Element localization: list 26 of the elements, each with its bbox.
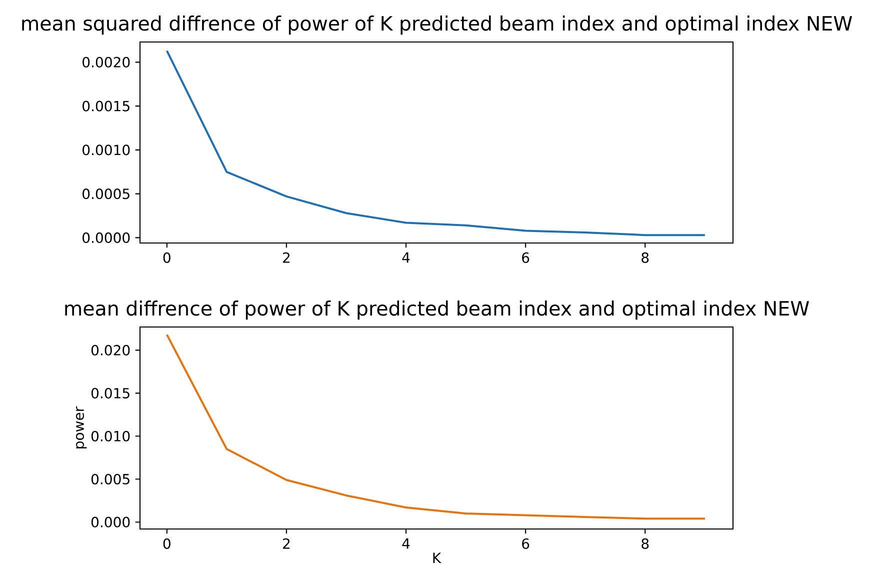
y-tick-label: 0.010 bbox=[91, 430, 130, 442]
x-tick-label: 8 bbox=[642, 538, 649, 549]
y-tick-label: 0.0020 bbox=[82, 56, 130, 68]
x-tick-label: 0 bbox=[163, 252, 170, 263]
y-tick-label: 0.020 bbox=[91, 344, 130, 356]
y-tick-label: 0.0005 bbox=[82, 188, 130, 200]
line-series bbox=[166, 50, 706, 236]
chart-title: mean diffrence of power of K predicted beam index and optimal index NEW bbox=[65, 300, 810, 320]
line-series bbox=[166, 334, 706, 520]
y-axis-title: power bbox=[76, 406, 87, 448]
x-tick-label: 0 bbox=[163, 538, 170, 549]
x-tick-label: 6 bbox=[522, 538, 530, 549]
y-tick-label: 0.015 bbox=[91, 388, 130, 398]
x-axis-title: K bbox=[433, 552, 442, 563]
y-tick-label: 0.0010 bbox=[82, 144, 130, 156]
y-tick-label: 0.000 bbox=[91, 516, 130, 528]
chart-title: mean squared diffrence of power of K predicted beam index and optimal index NEW bbox=[22, 16, 852, 35]
x-tick-label: 2 bbox=[283, 252, 290, 263]
y-tick-label: 0.005 bbox=[91, 474, 130, 484]
x-tick-label: 6 bbox=[522, 252, 530, 263]
x-tick-label: 4 bbox=[402, 252, 410, 263]
x-tick-label: 2 bbox=[283, 538, 290, 549]
y-tick-label: 0.0000 bbox=[82, 232, 130, 244]
y-tick-label: 0.0015 bbox=[82, 100, 130, 112]
x-tick-label: 4 bbox=[402, 538, 410, 549]
x-tick-label: 8 bbox=[642, 252, 649, 263]
